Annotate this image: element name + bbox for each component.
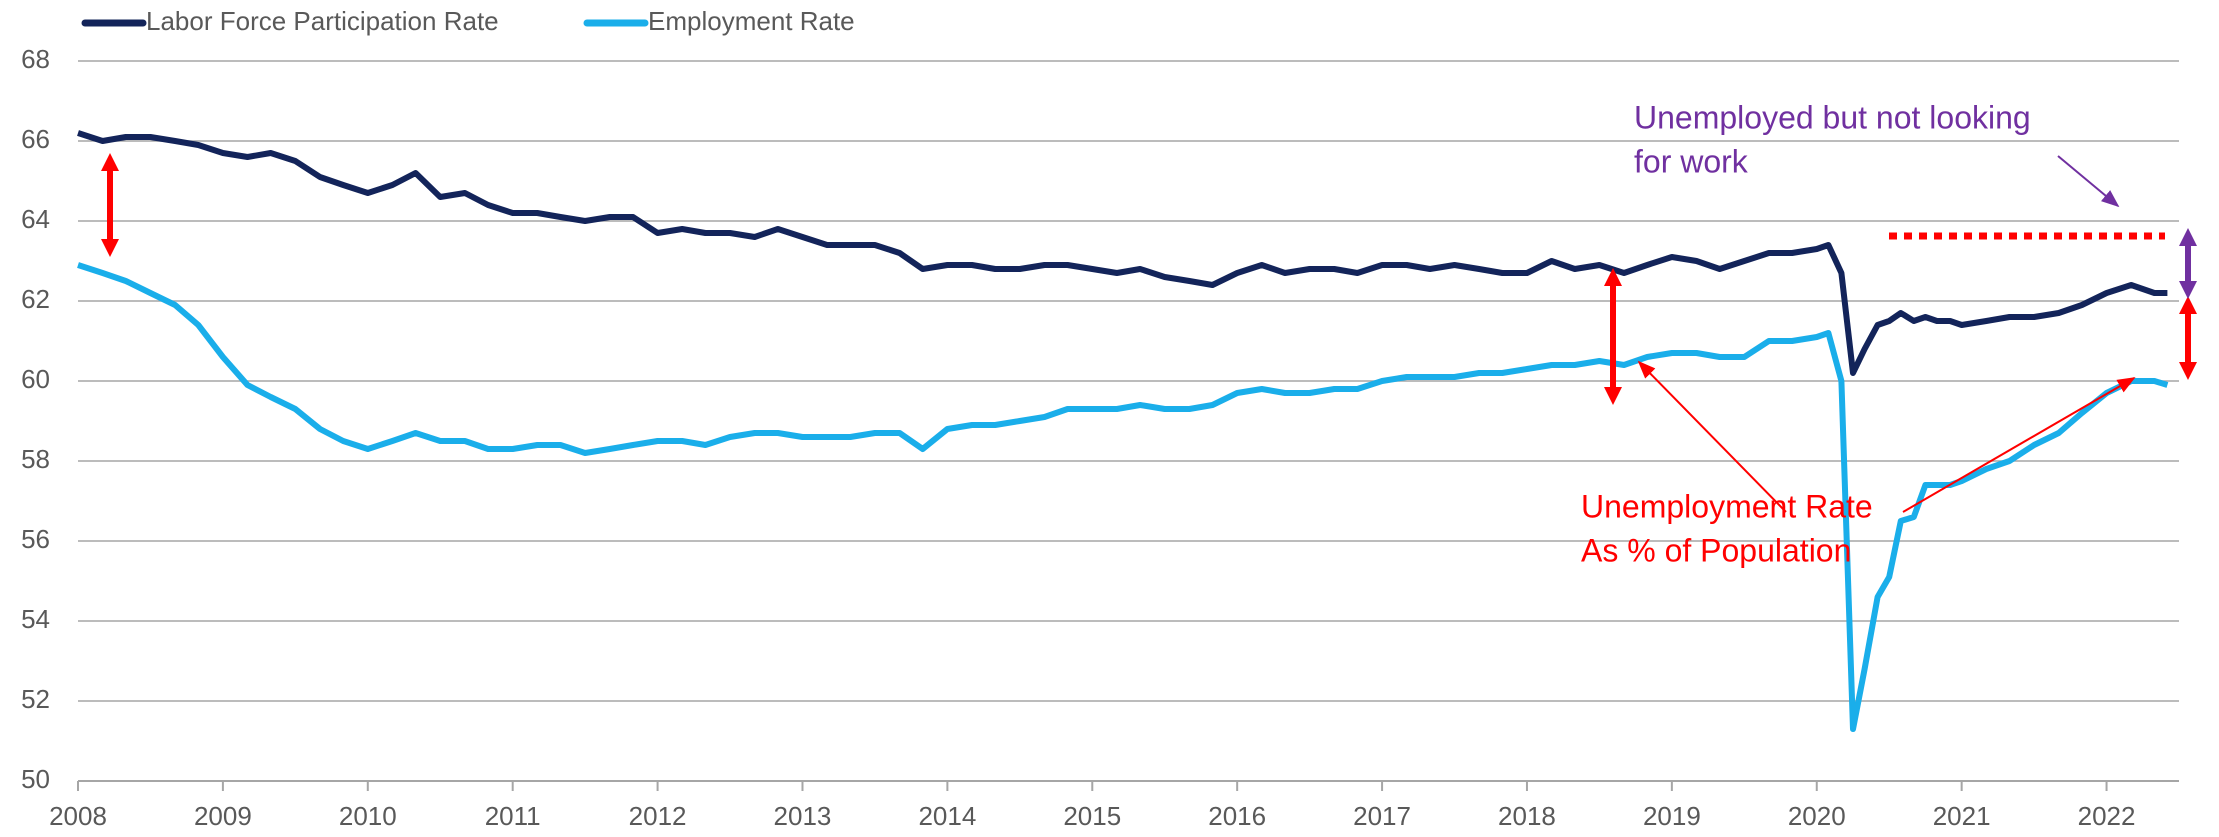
x-tick-label: 2010 (339, 801, 397, 831)
y-tick-label: 54 (21, 604, 50, 634)
x-tick-label: 2022 (2078, 801, 2136, 831)
x-tick-label: 2021 (1933, 801, 1991, 831)
x-tick-label: 2016 (1208, 801, 1266, 831)
x-tick-label: 2009 (194, 801, 252, 831)
series-line (77, 130, 2168, 376)
x-tick-label: 2018 (1498, 801, 1556, 831)
y-tick-label: 56 (21, 524, 50, 554)
y-tick-label: 58 (21, 444, 50, 474)
callouts (101, 153, 2197, 513)
x-tick-label: 2020 (1788, 801, 1846, 831)
series-line (77, 262, 2169, 732)
pointer-arrow (2057, 155, 2120, 208)
x-tick-label: 2015 (1063, 801, 1121, 831)
x-tick-label: 2012 (629, 801, 687, 831)
x-tick-label: 2008 (49, 801, 107, 831)
y-tick-label: 52 (21, 684, 50, 714)
y-tick-label: 68 (21, 44, 50, 74)
y-tick-label: 64 (21, 204, 50, 234)
annotation-text: Unemployed but not looking (1634, 99, 2031, 135)
pointer-arrow (1637, 360, 1787, 513)
annotation-text: Unemployment Rate (1581, 488, 1873, 524)
x-tick-label: 2014 (918, 801, 976, 831)
legend-label: Employment Rate (648, 6, 855, 36)
x-tick-label: 2011 (485, 801, 541, 831)
x-tick-label: 2013 (774, 801, 832, 831)
annotation-text: As % of Population (1581, 532, 1851, 568)
annotation-text: for work (1634, 143, 1749, 179)
axes: 50 52 54 56 58 60 62 64 66 68 2008 2009 2010 2011 2012… (21, 44, 2179, 831)
y-tick-label: 62 (21, 284, 50, 314)
legend-label: Labor Force Participation Rate (146, 6, 499, 36)
y-tick-label: 60 (21, 364, 50, 394)
y-tick-label: 66 (21, 124, 50, 154)
x-tick-label: 2017 (1353, 801, 1411, 831)
y-tick-label: 50 (21, 764, 50, 794)
pointer-arrow (1902, 377, 2136, 513)
x-tick-label: 2019 (1643, 801, 1701, 831)
